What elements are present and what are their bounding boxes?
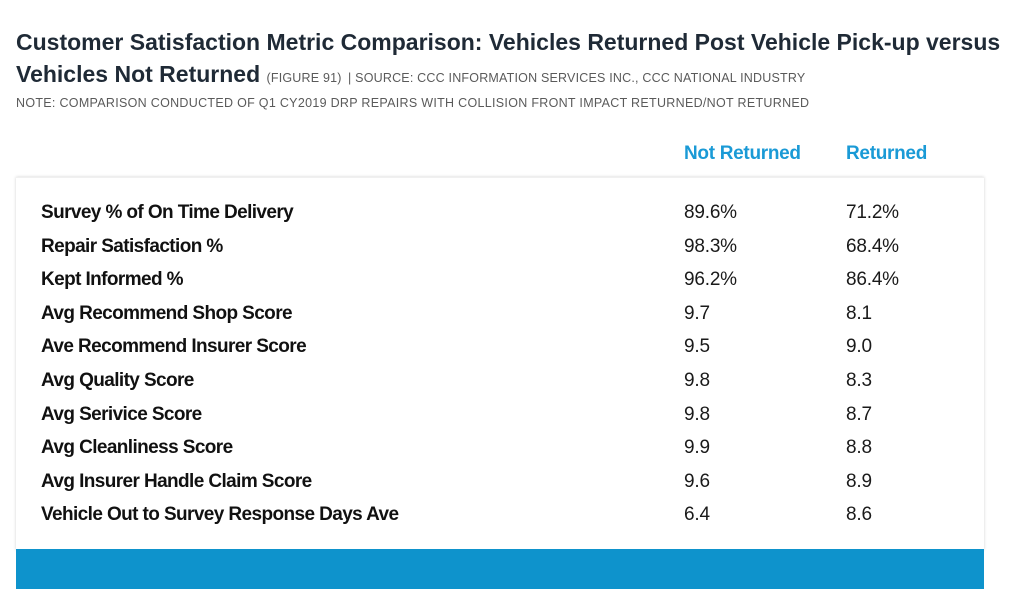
metric-label: Vehicle Out to Survey Response Days Ave (41, 504, 399, 526)
value-returned: 8.8 (846, 437, 872, 459)
value-not-returned: 9.8 (684, 369, 710, 391)
value-not-returned: 9.9 (684, 437, 710, 459)
value-not-returned: 9.8 (684, 403, 710, 425)
value-not-returned: 9.6 (684, 470, 710, 492)
table-row: Avg Serivice Score 9.8 8.7 (16, 401, 984, 435)
value-not-returned: 98.3% (684, 235, 737, 257)
metric-label: Avg Quality Score (41, 369, 194, 391)
metric-label: Avg Insurer Handle Claim Score (41, 470, 312, 492)
metric-label: Avg Cleanliness Score (41, 437, 233, 459)
metric-label: Avg Recommend Shop Score (41, 302, 293, 324)
value-returned: 71.2% (846, 202, 899, 223)
table-row: Kept Informed % 96.2% 86.4% (16, 266, 984, 300)
value-not-returned: 9.7 (684, 302, 710, 324)
value-returned: 86.4% (846, 269, 899, 291)
table-row: Survey % of On Time Delivery 89.6% 71.2% (16, 199, 984, 233)
chart-title: Customer Satisfaction Metric Comparison:… (16, 26, 1016, 94)
figure-number: (FIGURE 91) (266, 71, 342, 85)
metrics-table: Survey % of On Time Delivery 89.6% 71.2% Re… (16, 177, 984, 550)
column-header-not-returned: Not Returned (684, 143, 801, 164)
note-text: NOTE: COMPARISON CONDUCTED OF Q1 CY2019 … (16, 96, 810, 110)
column-header-returned: Returned (846, 143, 927, 164)
value-returned: 8.1 (846, 302, 872, 324)
table-row: Avg Recommend Shop Score 9.7 8.1 (16, 300, 984, 334)
table-rows: Survey % of On Time Delivery 89.6% 71.2% Re… (16, 199, 984, 535)
value-returned: 8.9 (846, 470, 872, 492)
value-not-returned: 89.6% (684, 202, 737, 223)
value-returned: 68.4% (846, 235, 899, 257)
value-returned: 8.7 (846, 403, 872, 425)
table-row: Repair Satisfaction % 98.3% 68.4% (16, 233, 984, 267)
metric-label: Survey % of On Time Delivery (41, 202, 294, 223)
metric-label: Kept Informed % (41, 269, 184, 291)
table-row: Vehicle Out to Survey Response Days Ave 6… (16, 501, 984, 535)
value-returned: 9.0 (846, 336, 872, 358)
metric-label: Ave Recommend Insurer Score (41, 336, 307, 358)
table-row: Avg Insurer Handle Claim Score 9.6 8.9 (16, 468, 984, 502)
table-row: Avg Cleanliness Score 9.9 8.8 (16, 434, 984, 468)
table-row: Avg Quality Score 9.8 8.3 (16, 367, 984, 401)
source-text: | SOURCE: CCC INFORMATION SERVICES INC.,… (348, 71, 806, 85)
value-not-returned: 6.4 (684, 504, 710, 526)
value-not-returned: 96.2% (684, 269, 737, 291)
value-returned: 8.3 (846, 369, 872, 391)
table-row: Ave Recommend Insurer Score 9.5 9.0 (16, 333, 984, 367)
metric-label: Repair Satisfaction % (41, 235, 223, 257)
chart-title-text: Customer Satisfaction Metric Comparison:… (16, 29, 1001, 87)
value-not-returned: 9.5 (684, 336, 710, 358)
footer-bar (16, 549, 984, 589)
value-returned: 8.6 (846, 504, 872, 526)
metric-label: Avg Serivice Score (41, 403, 202, 425)
